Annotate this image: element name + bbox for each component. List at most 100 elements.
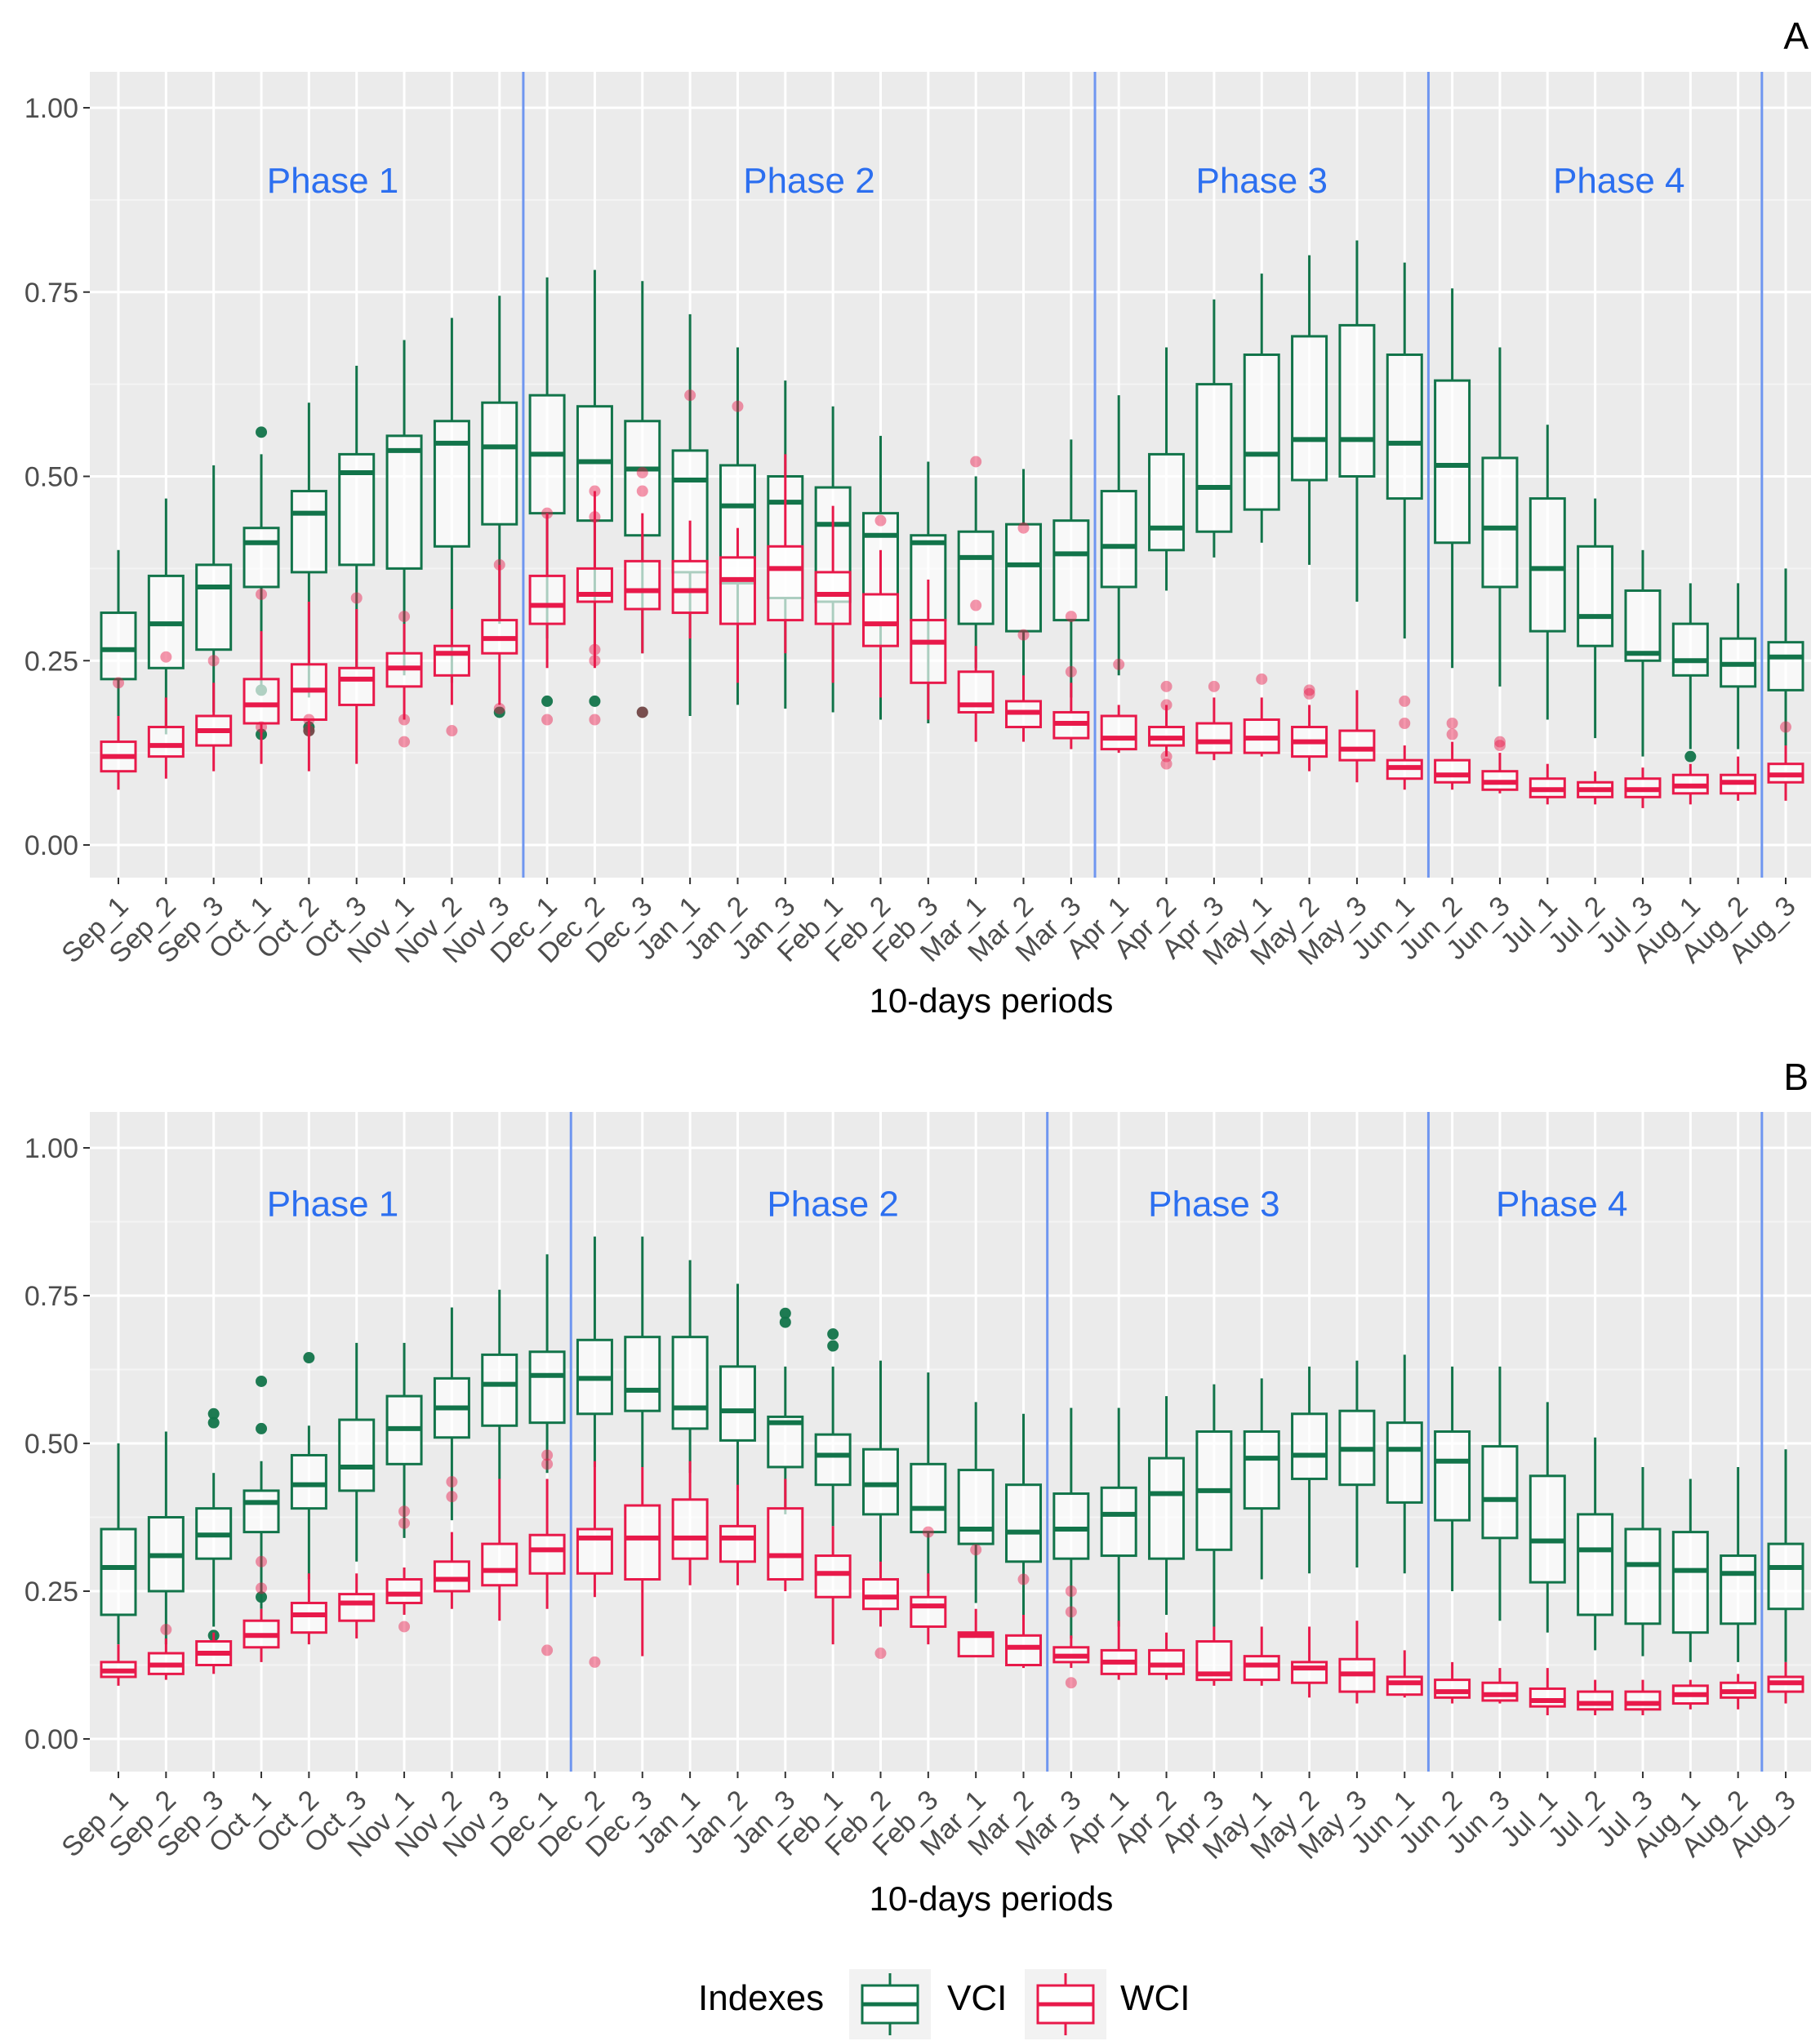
legend-key-wci (1025, 1969, 1106, 2039)
box-iqr (1054, 521, 1088, 620)
outlier-point (1161, 699, 1173, 710)
box-iqr (720, 1526, 754, 1561)
box-iqr (1626, 590, 1660, 660)
y-axis: 0.000.250.500.751.00 (24, 1133, 90, 1755)
box-iqr (197, 565, 231, 650)
box-iqr (1435, 380, 1470, 543)
outlier-point (970, 456, 981, 467)
box-iqr (1387, 1677, 1422, 1695)
outlier-point (1684, 751, 1696, 763)
box-iqr (1530, 1476, 1564, 1582)
outlier-point (1447, 729, 1458, 740)
box-iqr (1007, 524, 1041, 631)
box-iqr (911, 620, 946, 683)
outlier-point (1494, 740, 1506, 751)
outlier-point (208, 655, 220, 666)
outlier-point (923, 1527, 934, 1538)
outlier-point (780, 1317, 791, 1328)
y-axis: 0.000.250.500.751.00 (24, 93, 90, 861)
box-iqr (1483, 458, 1517, 587)
outlier-point (874, 515, 886, 527)
box-iqr (340, 668, 374, 705)
panel-a: 0.000.250.500.751.00Sep_1Sep_2Sep_3Oct_1… (24, 15, 1811, 1020)
x-axis-title: 10-days periods (870, 1879, 1114, 1918)
panel-label: A (1783, 15, 1809, 57)
box-iqr (1101, 1487, 1136, 1555)
outlier-point (1399, 718, 1410, 729)
outlier-point (398, 1518, 410, 1529)
outlier-point (970, 1544, 981, 1555)
y-tick-label: 0.25 (24, 1576, 78, 1607)
box-iqr (291, 1455, 326, 1508)
outlier-point (256, 1556, 267, 1567)
box-iqr (1769, 643, 1803, 691)
box-iqr (1626, 1529, 1660, 1624)
outlier-point (256, 1376, 267, 1387)
outlier-point (1018, 1574, 1030, 1585)
box-iqr (434, 646, 469, 675)
box-iqr (1673, 624, 1707, 675)
box-iqr (291, 1603, 326, 1632)
outlier-point (589, 714, 600, 725)
outlier-point (398, 1505, 410, 1517)
box-iqr (1673, 1532, 1707, 1633)
outlier-point (1066, 1585, 1077, 1597)
box-iqr (816, 1434, 850, 1485)
box-iqr (1435, 1680, 1470, 1698)
phase-label: Phase 1 (267, 161, 398, 201)
outlier-point (256, 1423, 267, 1434)
box-iqr (101, 1529, 136, 1615)
box-iqr (911, 1597, 946, 1626)
box-iqr (1769, 1544, 1803, 1609)
figure: 0.000.250.500.751.00Sep_1Sep_2Sep_3Oct_1… (0, 0, 1820, 2041)
outlier-point (874, 1647, 886, 1659)
outlier-point (208, 1417, 220, 1429)
y-tick-label: 0.50 (24, 462, 78, 493)
outlier-point (637, 486, 648, 497)
box-iqr (483, 402, 517, 524)
box-iqr (1721, 1556, 1755, 1624)
legend-title: Indexes (698, 1978, 824, 2018)
box-iqr (244, 528, 278, 587)
box-iqr (530, 576, 564, 624)
box-iqr (1530, 1688, 1564, 1706)
outlier-point (1066, 1677, 1077, 1688)
outlier-point (398, 1621, 410, 1632)
outlier-point (1161, 681, 1173, 692)
legend-label-wci: WCI (1120, 1978, 1190, 2018)
box-iqr (244, 679, 278, 723)
box-iqr (1150, 1650, 1184, 1674)
phase-label: Phase 3 (1148, 1184, 1279, 1224)
outlier-point (732, 401, 743, 412)
outlier-point (1256, 674, 1267, 685)
box-iqr (863, 1449, 897, 1514)
phase-label: Phase 4 (1496, 1184, 1627, 1224)
legend-key-vci (849, 1969, 931, 2039)
box-iqr (530, 1352, 564, 1423)
box-iqr (340, 1420, 374, 1491)
outlier-point (446, 725, 457, 736)
outlier-point (398, 714, 410, 725)
box-iqr (768, 1509, 803, 1580)
box-iqr (1244, 1432, 1279, 1509)
outlier-point (256, 589, 267, 600)
box-iqr (483, 1544, 517, 1585)
box-iqr (291, 491, 326, 572)
box-iqr (387, 436, 421, 569)
box-iqr (911, 1464, 946, 1532)
outlier-point (160, 651, 171, 663)
box-iqr (1626, 1692, 1660, 1710)
box-iqr (434, 421, 469, 547)
outlier-point (589, 696, 600, 707)
outlier-point (1447, 718, 1458, 729)
outlier-point (637, 706, 648, 718)
x-axis-title: 10-days periods (870, 981, 1114, 1020)
box-iqr (1197, 723, 1231, 753)
box-iqr (1244, 355, 1279, 510)
box-iqr (1150, 454, 1184, 549)
outlier-point (1018, 522, 1030, 534)
y-tick-label: 0.00 (24, 1724, 78, 1755)
outlier-point (684, 389, 696, 401)
y-tick-label: 1.00 (24, 93, 78, 124)
outlier-point (113, 677, 124, 688)
